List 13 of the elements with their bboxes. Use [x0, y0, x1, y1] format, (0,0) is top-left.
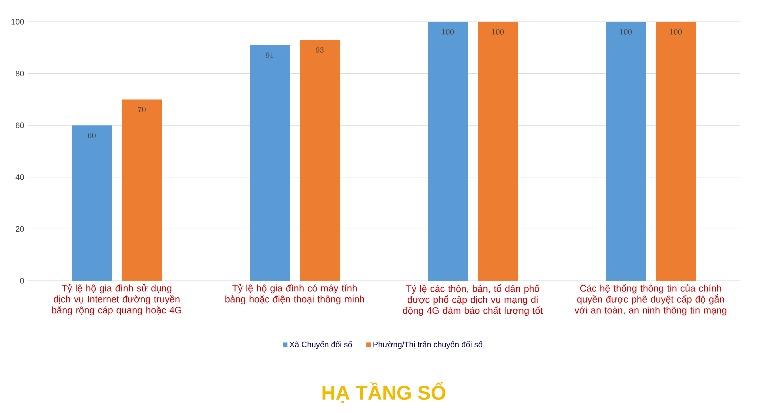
x-tick-label: Tỷ lệ hộ gia đình có máy tính bảng hoặc điện thoại thông minh	[226, 284, 364, 305]
text: HẠ TẦNG SỐ	[322, 382, 446, 404]
x-tick-label: Tỷ lệ hộ gia đình sử dụng dịch vụ Internet đường truyền băng rộng cáp quang hoặc 4G	[52, 284, 182, 316]
bar	[250, 45, 290, 281]
x-tick-label: Các hệ thống thông tin của chính quyền được phê duyệt cấp độ gắn với an toàn, an ninh thông tin mạng	[574, 284, 727, 316]
bar	[606, 22, 646, 281]
x-tick-label: Tỷ lệ các thôn, bản, tổ dân phố được phổ cập dịch vụ mạng di động 4G đảm bảo chất lượng tốt	[403, 284, 544, 316]
bar	[428, 22, 468, 281]
bar	[300, 40, 340, 281]
bar	[478, 22, 518, 281]
bar	[72, 126, 112, 281]
bar	[656, 22, 696, 281]
bar	[122, 100, 162, 281]
